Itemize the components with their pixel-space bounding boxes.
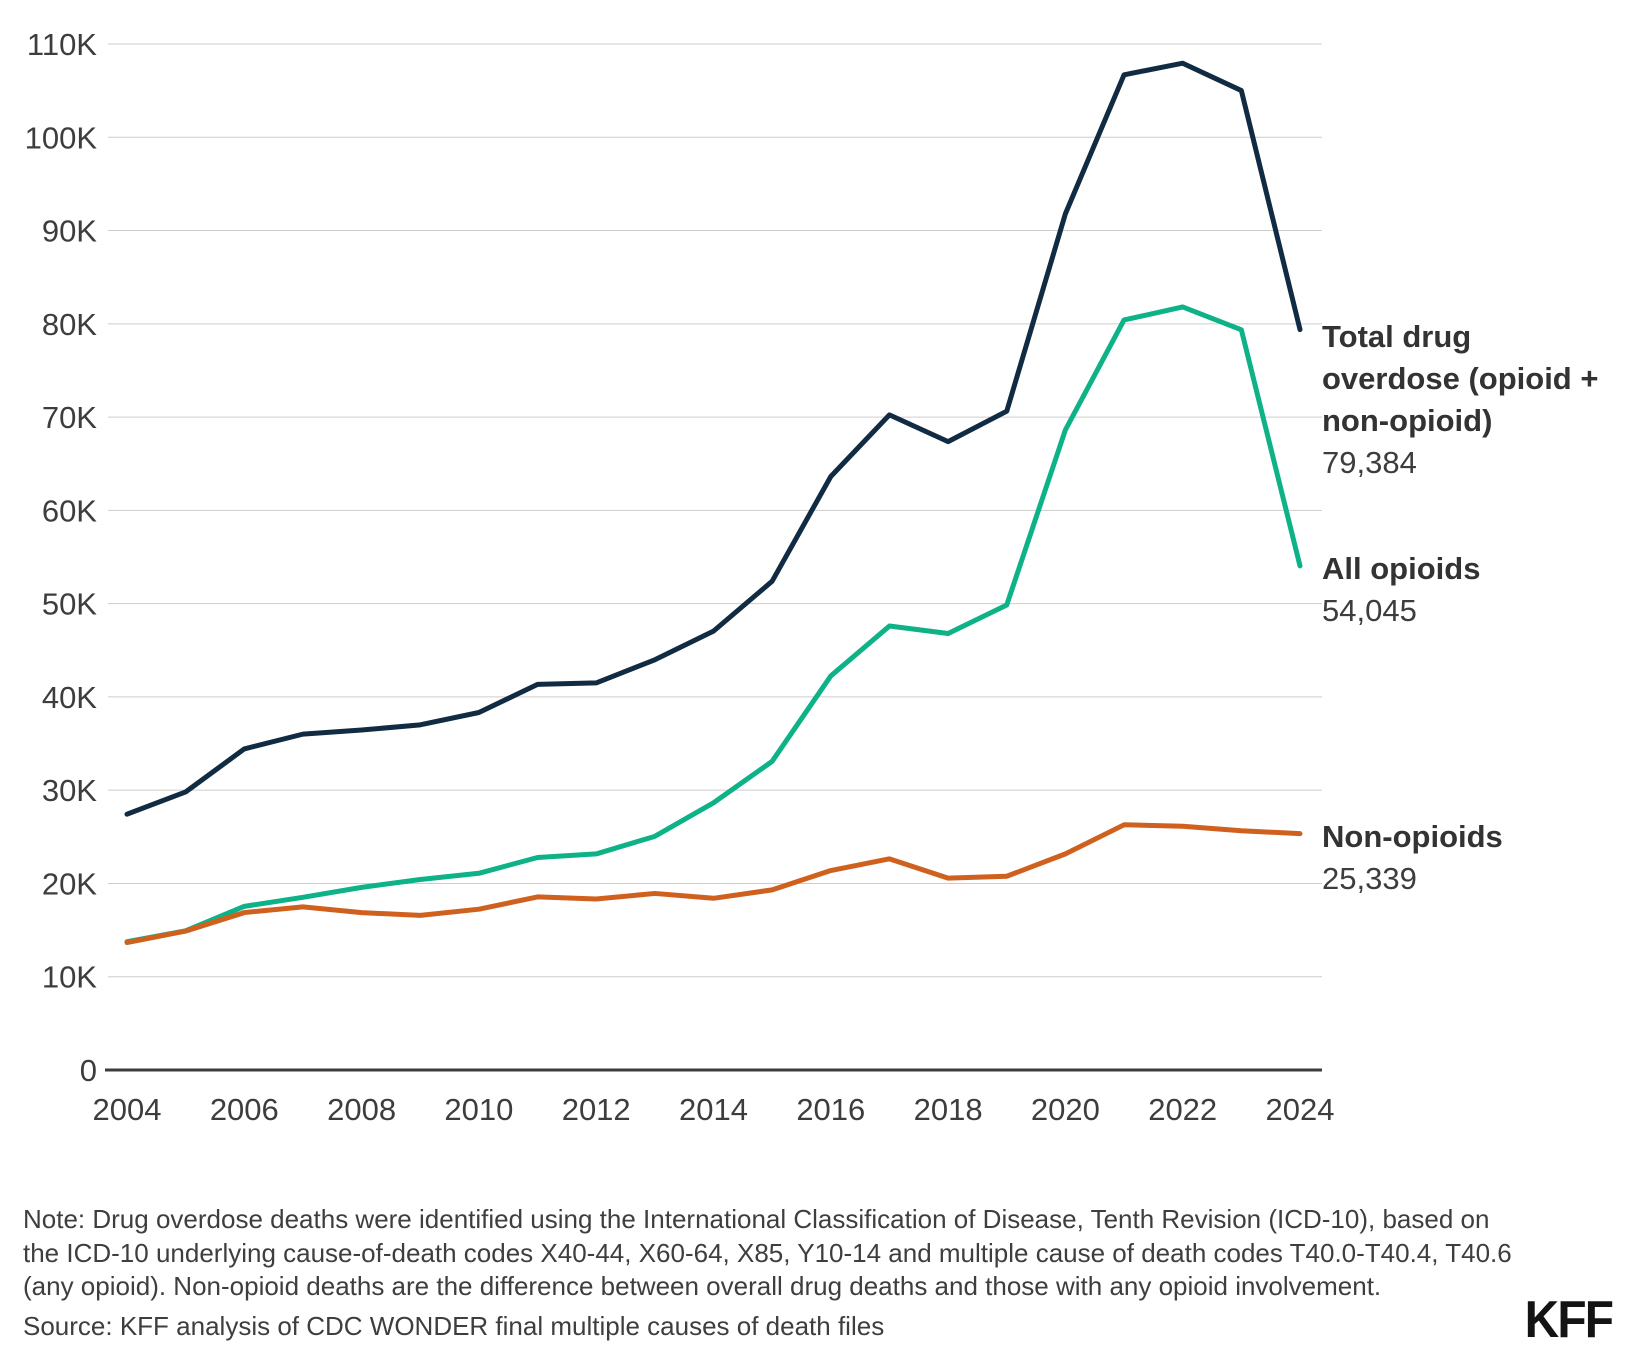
note-line-2: the ICD-10 underlying cause-of-death cod…: [23, 1238, 1512, 1268]
x-tick-label: 2010: [444, 1092, 513, 1127]
x-tick-label: 2016: [796, 1092, 865, 1127]
note-line-3: (any opioid). Non-opioid deaths are the …: [23, 1271, 1382, 1301]
y-tick-label: 0: [80, 1053, 97, 1088]
x-tick-label: 2012: [562, 1092, 631, 1127]
x-tick-label: 2024: [1266, 1092, 1335, 1127]
x-tick-label: 2018: [914, 1092, 983, 1127]
y-tick-label: 30K: [42, 773, 97, 808]
series-line-non-opioids: [124, 822, 1303, 946]
series-line-all-opioids: [124, 304, 1303, 945]
series-name-line: overdose (opioid +: [1322, 361, 1599, 396]
series-name-line: Total drug: [1322, 319, 1472, 354]
series-name-line: Non-opioids: [1322, 819, 1503, 854]
x-tick-label: 2008: [327, 1092, 396, 1127]
y-tick-label: 90K: [42, 214, 97, 249]
kff-logo: KFF: [1524, 1291, 1614, 1349]
series-value-total-drug-overdose: 79,384: [1322, 445, 1417, 480]
source-text: Source: KFF analysis of CDC WONDER final…: [23, 1311, 885, 1341]
series-line-total-drug-overdose-opioid-non-opioid: [124, 60, 1303, 817]
x-tick-label: 2020: [1031, 1092, 1100, 1127]
series-label-non-opioids: Non-opioids 25,339: [1322, 816, 1627, 900]
x-tick-label: 2014: [679, 1092, 748, 1127]
y-tick-label: 80K: [42, 307, 97, 342]
series-value-non-opioids: 25,339: [1322, 861, 1417, 896]
y-tick-label: 70K: [42, 400, 97, 435]
y-tick-label: 100K: [25, 120, 98, 155]
series-label-total-drug-overdose: Total drug overdose (opioid + non-opioid…: [1322, 316, 1627, 484]
series-label-all-opioids: All opioids 54,045: [1322, 548, 1627, 632]
chart-svg: 0 10K 20K 30K 40K 50K 60K 70K 80K 90K 100K 110K 2004…: [25, 27, 1335, 1127]
x-tick-label: 2022: [1148, 1092, 1217, 1127]
y-tick-label: 50K: [42, 587, 97, 622]
x-tick-label: 2004: [93, 1092, 162, 1127]
series-name-line: All opioids: [1322, 551, 1481, 586]
y-tick-label: 20K: [42, 866, 97, 901]
note-line-1: Note: Drug overdose deaths were identifi…: [23, 1204, 1490, 1234]
series-value-all-opioids: 54,045: [1322, 593, 1417, 628]
y-tick-label: 40K: [42, 680, 97, 715]
y-tick-label: 10K: [42, 960, 97, 995]
y-tick-label: 110K: [27, 27, 97, 62]
y-tick-label: 60K: [42, 493, 97, 528]
x-tick-label: 2006: [210, 1092, 279, 1127]
series-name-line: non-opioid): [1322, 403, 1493, 438]
